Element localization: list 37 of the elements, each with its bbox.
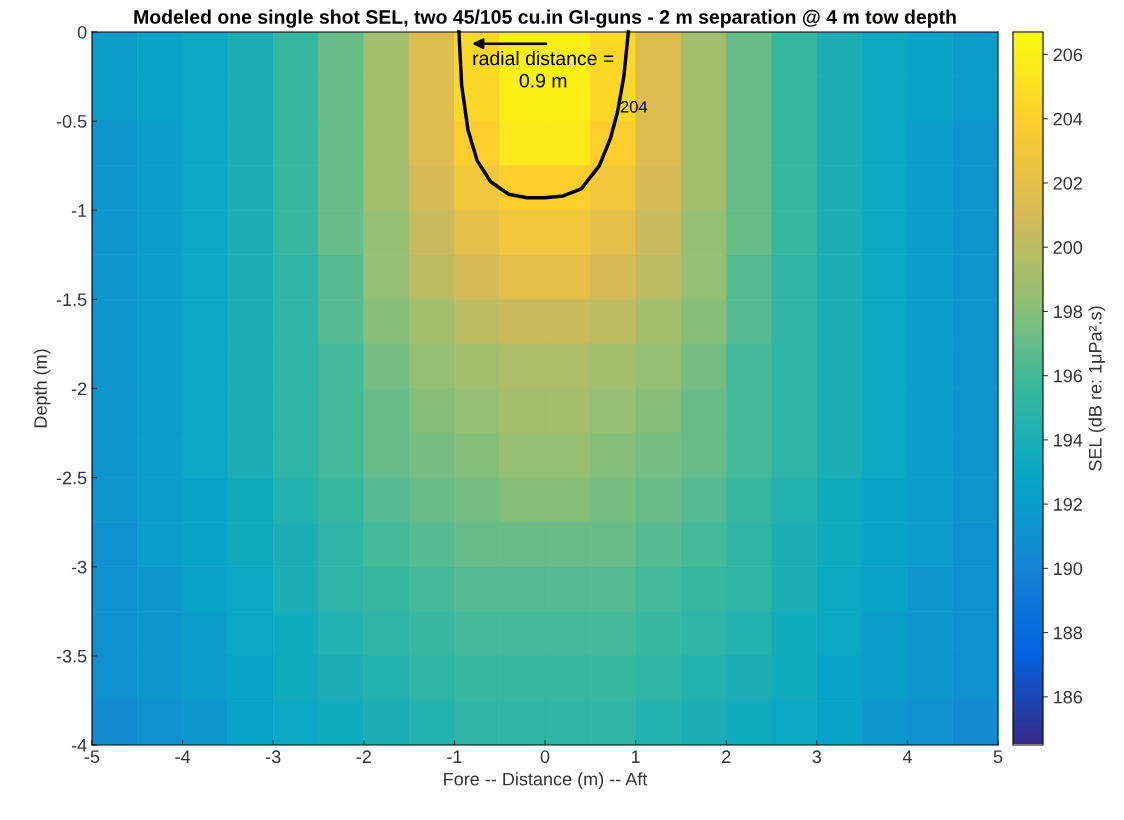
color-bar-label: 186 xyxy=(1054,690,1083,704)
color-bar-label: 192 xyxy=(1054,498,1082,511)
chart-title: Modeled one single shot SEL, two 45/105 cu.in GI-guns - 2 m separation @ 4 m tow depth xyxy=(134,9,956,28)
color-bar-label: 194 xyxy=(1054,433,1083,447)
y-tick-label: -2.5 xyxy=(56,471,87,485)
x-tick-label: -2 xyxy=(356,750,371,763)
y-tick-label: -3.5 xyxy=(56,649,87,663)
annotation: radial distance = 0.9 m xyxy=(473,50,614,88)
x-tick-label: 2 xyxy=(722,750,731,763)
x-tick-label: -5 xyxy=(84,750,100,764)
x-tick-label: 5 xyxy=(993,750,1003,764)
color-bar-label: 190 xyxy=(1054,562,1083,576)
x-tick-label: -4 xyxy=(175,750,191,763)
y-tick-label: -0.5 xyxy=(56,115,87,128)
y-tick-label: -4 xyxy=(71,739,87,752)
color-bar-label: 196 xyxy=(1054,369,1083,383)
y-tick-label: -3 xyxy=(71,560,87,574)
x-tick-label: 3 xyxy=(812,750,822,764)
color-bar-label: 188 xyxy=(1054,626,1083,640)
x-tick-label: 0 xyxy=(540,750,550,764)
x-tick-label: 4 xyxy=(902,750,912,763)
color-bar-label: 198 xyxy=(1054,305,1083,319)
x-tick-label: -1 xyxy=(447,750,462,763)
annotation: 204 xyxy=(620,100,648,113)
y-tick-label: -2 xyxy=(71,382,87,396)
y-tick-label: 0 xyxy=(77,25,87,39)
color-bar-label: 204 xyxy=(1053,112,1083,126)
x-tick-label: -3 xyxy=(265,750,281,764)
color-bar-label: 206 xyxy=(1053,48,1083,62)
x-axis-title: Fore -- Distance (m) -- Aft xyxy=(444,772,648,790)
y-axis-title: Depth (m) xyxy=(33,349,51,428)
color-bar-label: 200 xyxy=(1053,241,1083,254)
y-tick-label: -1 xyxy=(71,204,87,217)
y-tick-label: -1.5 xyxy=(56,293,87,307)
color-bar-label: 202 xyxy=(1053,176,1082,190)
color-bar-title: SEL (dB re: 1μPa².s) xyxy=(1088,306,1106,471)
x-tick-label: 1 xyxy=(631,750,640,763)
